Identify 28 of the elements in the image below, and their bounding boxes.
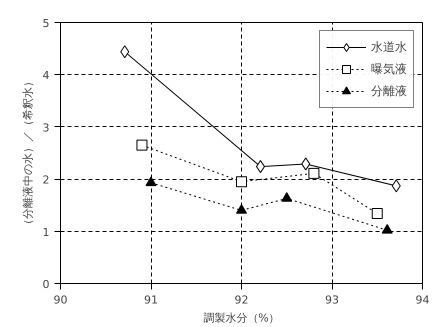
point (136, 140, 148, 151)
point (120, 45, 130, 58)
legend-label: 分離液 (371, 82, 407, 100)
point (308, 168, 320, 179)
x-tick-label: 93 (325, 294, 339, 306)
x-tick-label: 90 (54, 294, 68, 306)
y-tick-label: 0 (42, 278, 50, 291)
point (256, 160, 266, 174)
y-tick-label: 1 (42, 226, 50, 239)
y-axis-title: （分離液中の水）／（希釈水） (22, 76, 34, 230)
point (146, 176, 156, 186)
point (236, 204, 247, 214)
x-tick-label: 92 (234, 294, 248, 306)
legend-label: 水道水 (371, 38, 407, 56)
x-axis-title: 調製水分（%） (203, 312, 280, 324)
y-tick-label: 5 (42, 17, 50, 30)
y-tick-label: 3 (42, 121, 50, 134)
y-tick-label: 2 (42, 174, 50, 187)
point (281, 192, 292, 202)
legend-label: 曝気液 (371, 60, 407, 78)
point (392, 179, 401, 192)
x-tick-label: 94 (416, 294, 430, 306)
point (372, 208, 383, 220)
x-tick-label: 91 (144, 294, 158, 306)
y-tick-label: 4 (42, 69, 50, 82)
point (236, 176, 247, 188)
point (301, 157, 310, 170)
point (382, 224, 393, 234)
